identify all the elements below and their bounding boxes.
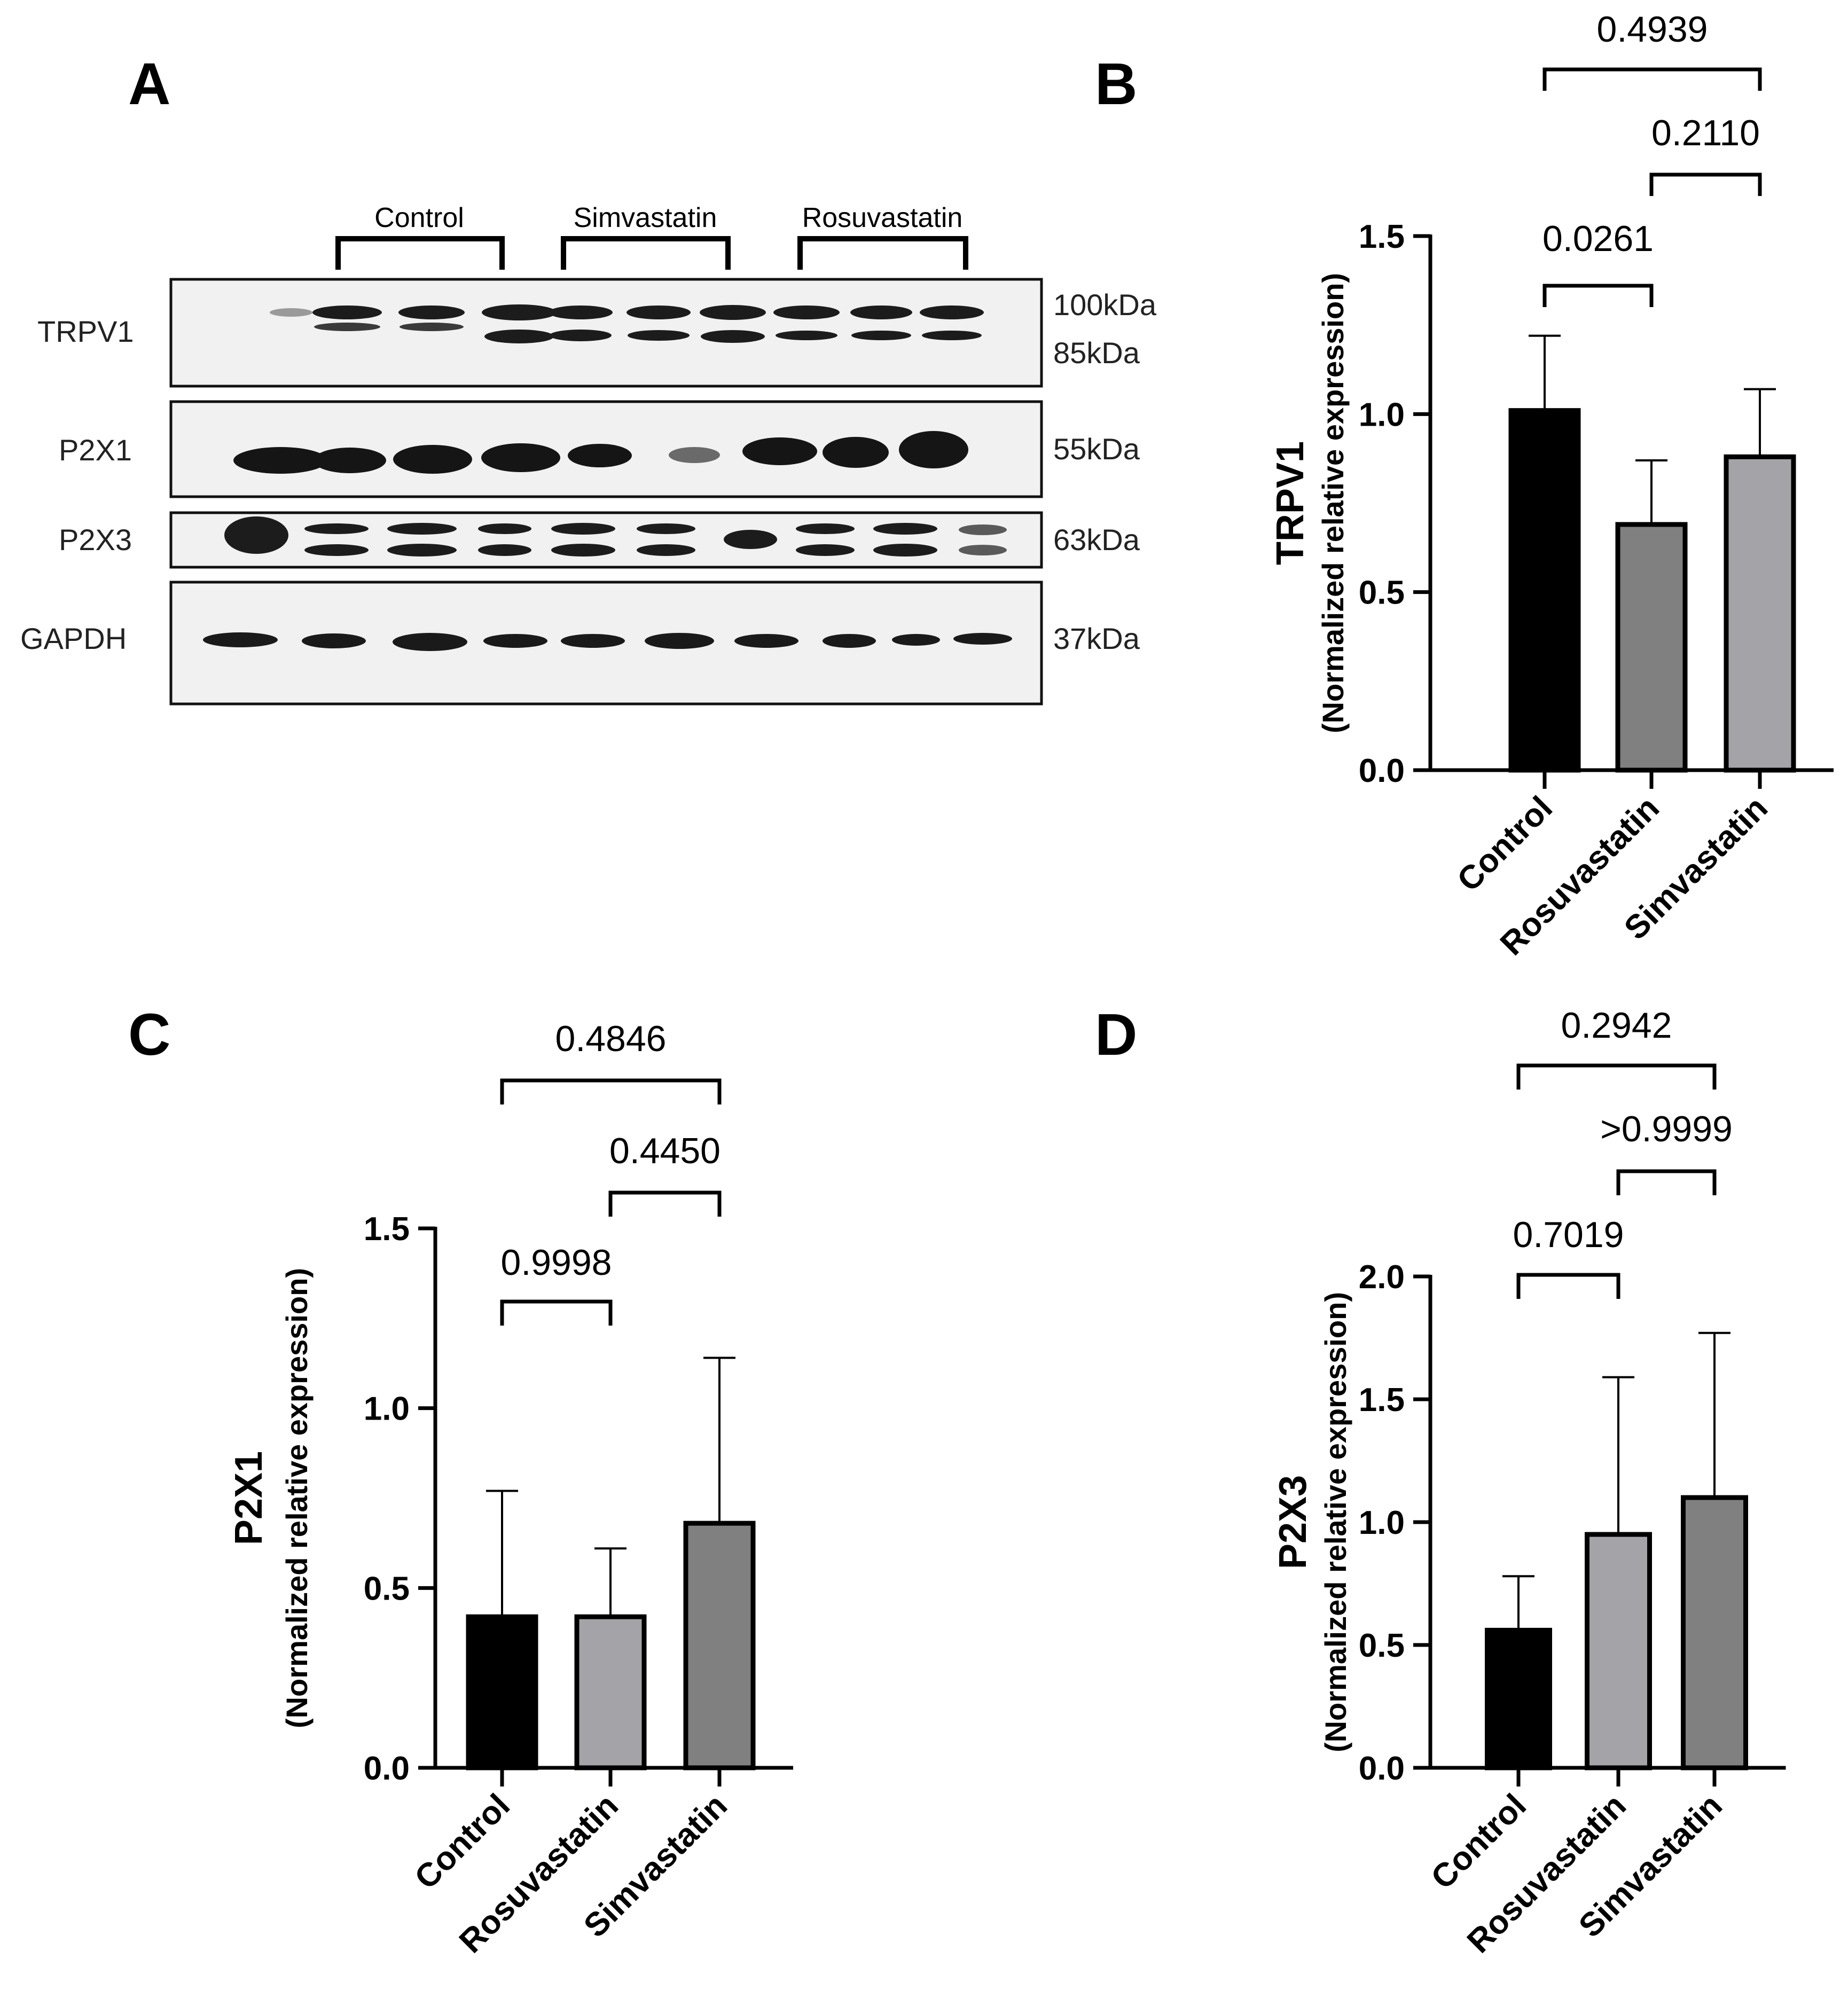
- western-blot-panel: A Control Simvastatin Rosuvastatin TRPV1…: [20, 51, 1157, 706]
- p-value-label: 0.0261: [1542, 218, 1654, 259]
- panel-letter-d: D: [1095, 1002, 1137, 1068]
- blot-marker-63kda: 63kDa: [1053, 523, 1140, 557]
- blot-bracket-rosuvastatin: [797, 236, 968, 270]
- y-tick-label: 0.0: [1359, 1750, 1405, 1787]
- bar-simvastatin: [1724, 454, 1796, 773]
- p2x1-bands: [233, 431, 968, 474]
- panel-letter-b: B: [1095, 51, 1137, 117]
- y-axis-label: P2X3: [1272, 1475, 1314, 1569]
- y-axis-label: P2X1: [228, 1451, 270, 1545]
- y-tick-label: 0.0: [1359, 753, 1405, 789]
- p2x3-bands: [224, 516, 1007, 557]
- panel-b-trpv1-chart: B 0.0 0.5 1.0 1.5 TRPV1 (Normalized relative …: [1095, 9, 1834, 962]
- bar-simvastatin: [1681, 1495, 1748, 1770]
- significance-bracket: [500, 1078, 722, 1104]
- significance-bracket: [500, 1299, 613, 1326]
- trpv1-bands: [270, 304, 984, 343]
- x-tick-label: Control: [1450, 789, 1560, 899]
- significance-bracket: [1542, 284, 1654, 307]
- y-axis-label: TRPV1: [1269, 441, 1312, 565]
- p-value-label: 0.2110: [1651, 113, 1760, 153]
- panel-d-p2x3-chart: D 0.0 0.5 1.0 1.5 2.0 P2X3 (Normalized relativ…: [1095, 1002, 1786, 1960]
- blot-marker-55kda: 55kDa: [1053, 432, 1140, 466]
- blot-label-trpv1: TRPV1: [37, 315, 134, 348]
- y-tick-label: 0.5: [1359, 1627, 1405, 1664]
- p-value-label: 0.4846: [555, 1018, 667, 1059]
- y-tick-label: 2.0: [1359, 1259, 1405, 1296]
- p-value-label: 0.9998: [501, 1242, 612, 1283]
- panel-letter-c: C: [128, 1002, 170, 1068]
- blot-marker-37kda: 37kDa: [1053, 622, 1140, 655]
- blot-group-simvastatin: Simvastatin: [574, 202, 717, 233]
- y-tick-label: 1.0: [1359, 396, 1405, 433]
- y-tick-label: 1.5: [1359, 218, 1405, 255]
- blot-marker-100kda: 100kDa: [1053, 288, 1157, 322]
- y-tick-label: 1.0: [364, 1391, 410, 1428]
- significance-bracket: [1516, 1063, 1717, 1090]
- y-tick-label: 0.0: [364, 1750, 410, 1787]
- panel-c-p2x1-chart: C 0.0 0.5 1.0 1.5 P2X1 (Normalized relative e…: [128, 1002, 793, 1960]
- p-value-label: >0.9999: [1600, 1109, 1733, 1149]
- bar-rosuvastatin: [1585, 1532, 1652, 1770]
- y-tick-label: 0.5: [1359, 575, 1405, 612]
- bar-control: [1485, 1627, 1552, 1770]
- bar-control: [1508, 408, 1581, 773]
- significance-bracket: [1649, 173, 1762, 196]
- significance-bracket: [1616, 1169, 1717, 1195]
- y-axis-sublabel: (Normalized relative expression): [280, 1268, 314, 1728]
- x-tick-label: Control: [408, 1787, 517, 1897]
- significance-bracket: [608, 1190, 722, 1217]
- significance-bracket: [1542, 67, 1762, 91]
- blot-strip-p2x3: [169, 511, 1043, 569]
- bar-rosuvastatin: [574, 1614, 647, 1770]
- p-value-label: 0.7019: [1513, 1215, 1624, 1255]
- gapdh-bands: [203, 632, 1012, 651]
- p-value-label: 0.4939: [1597, 9, 1708, 50]
- blot-label-gapdh: GAPDH: [20, 622, 127, 655]
- blot-group-rosuvastatin: Rosuvastatin: [802, 202, 963, 233]
- y-tick-label: 0.5: [364, 1570, 410, 1607]
- panel-letter-a: A: [128, 51, 170, 117]
- y-tick-label: 1.0: [1359, 1505, 1405, 1541]
- blot-marker-85kda: 85kDa: [1053, 336, 1140, 370]
- significance-bracket: [1516, 1273, 1620, 1299]
- p-value-label: 0.2942: [1561, 1005, 1672, 1046]
- y-tick-label: 1.5: [364, 1211, 410, 1248]
- bar-control: [466, 1614, 538, 1770]
- y-axis-sublabel: (Normalized relative expression): [1316, 273, 1350, 733]
- p-value-label: 0.4450: [609, 1131, 721, 1171]
- y-tick-label: 1.5: [1359, 1382, 1405, 1419]
- blot-label-p2x3: P2X3: [59, 523, 132, 557]
- y-axis-sublabel: (Normalized relative expression): [1319, 1292, 1352, 1752]
- bar-rosuvastatin: [1615, 522, 1688, 773]
- blot-label-p2x1: P2X1: [59, 433, 132, 467]
- blot-group-control: Control: [374, 202, 464, 233]
- bar-simvastatin: [683, 1521, 756, 1770]
- blot-bracket-control: [335, 236, 505, 270]
- blot-bracket-simvastatin: [561, 236, 731, 270]
